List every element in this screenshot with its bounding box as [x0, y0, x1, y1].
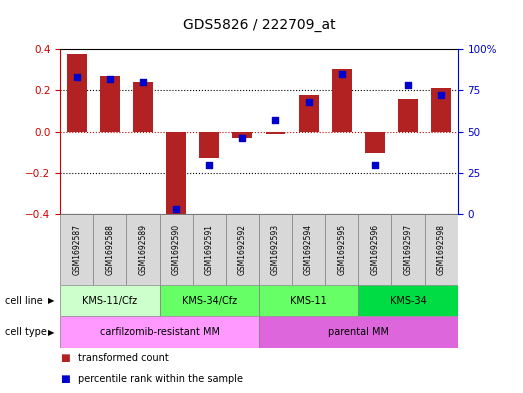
Point	[106, 76, 114, 82]
Bar	[60, 285, 160, 316]
Bar	[325, 214, 358, 285]
Text: GSM1692593: GSM1692593	[271, 224, 280, 275]
Bar	[391, 214, 425, 285]
Text: KMS-34: KMS-34	[390, 296, 426, 306]
Bar	[299, 94, 319, 132]
Bar	[166, 132, 186, 214]
Bar	[365, 132, 385, 153]
Point	[139, 79, 147, 85]
Point	[205, 162, 213, 168]
Bar	[259, 285, 358, 316]
Bar	[93, 214, 127, 285]
Text: GSM1692597: GSM1692597	[403, 224, 413, 275]
Bar	[127, 214, 160, 285]
Text: GSM1692589: GSM1692589	[139, 224, 147, 275]
Text: ▶: ▶	[49, 296, 55, 305]
Text: parental MM: parental MM	[328, 327, 389, 337]
Bar	[266, 132, 286, 134]
Bar	[292, 214, 325, 285]
Point	[304, 99, 313, 105]
Text: cell type: cell type	[5, 327, 47, 337]
Text: transformed count: transformed count	[78, 353, 169, 363]
Bar	[100, 76, 120, 132]
Bar	[199, 132, 219, 158]
Bar	[259, 214, 292, 285]
Text: percentile rank within the sample: percentile rank within the sample	[78, 374, 243, 384]
Text: ▶: ▶	[49, 328, 55, 336]
Bar	[60, 214, 93, 285]
Point	[238, 135, 246, 141]
Text: GSM1692590: GSM1692590	[172, 224, 180, 275]
Point	[437, 92, 445, 99]
Bar	[60, 316, 259, 348]
Point	[73, 74, 81, 80]
Bar	[332, 69, 351, 132]
Bar	[431, 88, 451, 132]
Bar	[160, 285, 259, 316]
Point	[337, 71, 346, 77]
Point	[172, 206, 180, 212]
Text: KMS-11: KMS-11	[290, 296, 327, 306]
Bar	[358, 214, 391, 285]
Text: GSM1692595: GSM1692595	[337, 224, 346, 275]
Text: KMS-11/Cfz: KMS-11/Cfz	[82, 296, 138, 306]
Bar	[133, 82, 153, 132]
Point	[404, 82, 412, 88]
Text: ■: ■	[60, 374, 70, 384]
Text: GSM1692596: GSM1692596	[370, 224, 379, 275]
Text: GSM1692587: GSM1692587	[72, 224, 81, 275]
Text: GSM1692598: GSM1692598	[437, 224, 446, 275]
Text: cell line: cell line	[5, 296, 43, 306]
Bar	[192, 214, 226, 285]
Bar	[232, 132, 252, 138]
Bar	[259, 316, 458, 348]
Bar	[226, 214, 259, 285]
Text: GSM1692592: GSM1692592	[238, 224, 247, 275]
Bar	[425, 214, 458, 285]
Bar	[160, 214, 192, 285]
Text: GSM1692591: GSM1692591	[204, 224, 214, 275]
Bar	[398, 99, 418, 132]
Bar	[67, 54, 87, 132]
Text: ■: ■	[60, 353, 70, 363]
Point	[371, 162, 379, 168]
Bar	[358, 285, 458, 316]
Text: GDS5826 / 222709_at: GDS5826 / 222709_at	[183, 18, 335, 32]
Text: KMS-34/Cfz: KMS-34/Cfz	[181, 296, 237, 306]
Text: carfilzomib-resistant MM: carfilzomib-resistant MM	[99, 327, 220, 337]
Text: GSM1692594: GSM1692594	[304, 224, 313, 275]
Point	[271, 117, 280, 123]
Text: GSM1692588: GSM1692588	[105, 224, 115, 275]
